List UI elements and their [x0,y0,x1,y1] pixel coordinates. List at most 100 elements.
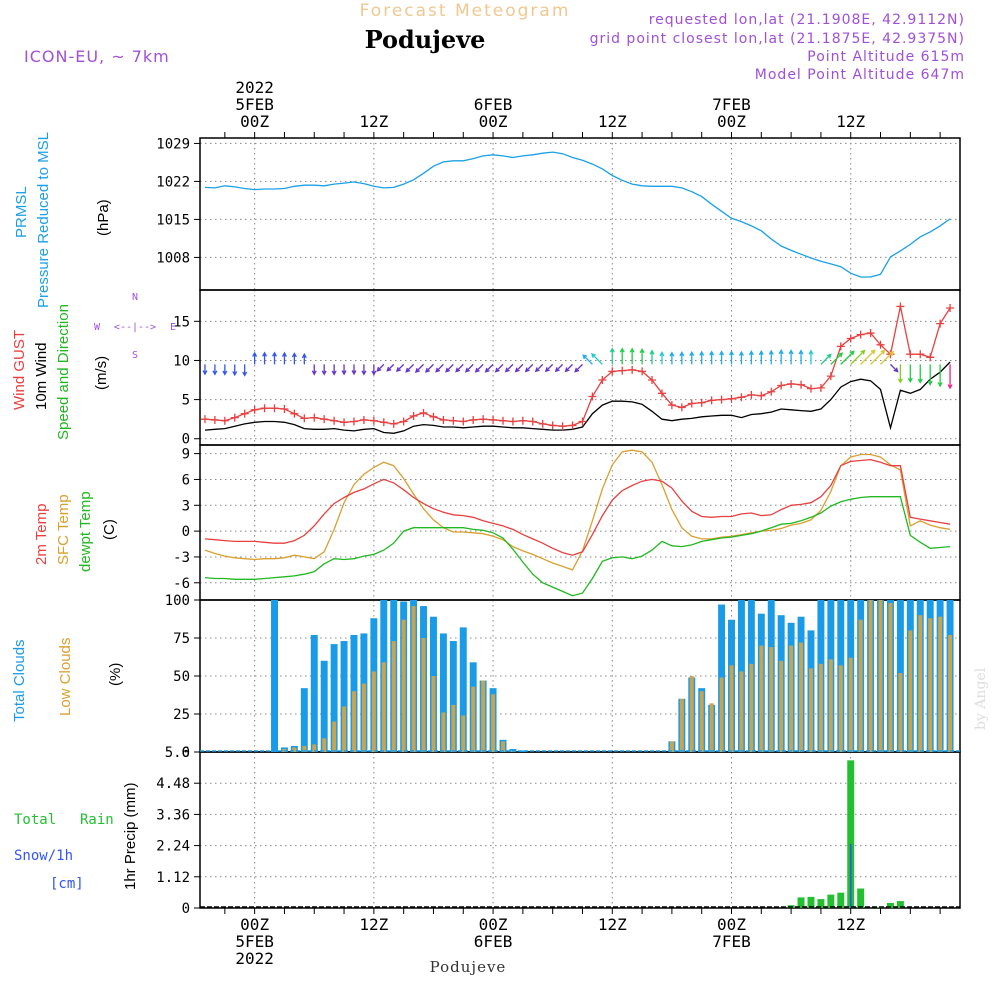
low-cloud-bar [828,659,833,752]
bottom-time-label: 7FEB [712,932,751,951]
pressure-labels: PRMSL Pressure Reduced to MSL (hPa) [13,132,112,308]
gust-marker [578,417,587,426]
low-cloud-bar [878,600,883,752]
gust-marker [409,412,418,421]
gust-marker [538,419,547,428]
wind-arrow [768,349,774,365]
top-time-label: 2022 [235,78,274,97]
gust-marker [876,340,885,349]
closest-coords: grid point closest lon,lat (21.1875E, 42… [590,31,965,47]
wind-arrow [880,350,895,365]
wind-arrow [386,363,395,372]
gust-marker [389,419,398,428]
gust-marker [419,408,428,417]
low-cloud-bar [709,703,714,752]
gust-marker [439,415,448,424]
compass-e: E [170,322,176,333]
wind-arrow [649,349,655,365]
gust-marker [797,380,806,389]
gust-marker [240,409,249,418]
y-tick-label: 3 [182,498,190,514]
low-cloud-bar [312,744,317,752]
y-tick-label: 9 [182,447,190,463]
temp-labels: 2m Temp SFC Temp dewpt Temp (C) [33,491,118,572]
gust-marker [657,389,666,398]
gust-marker [310,413,319,422]
wind-arrow [897,364,903,384]
bottom-time-label: 6FEB [474,932,513,951]
speed-dir-label: Speed and Direction [55,304,72,440]
top-time-label: 12Z [359,112,388,131]
gust-marker [499,416,508,425]
panel-frame [199,444,961,601]
low-cloud-bar [411,606,416,752]
cloud-labels: Total Clouds Low Clouds (%) [11,638,124,722]
total-clouds-label: Total Clouds [11,639,28,722]
wind-arrow [808,349,814,365]
y-tick-label: 2.24 [156,839,190,855]
wind-arrow [669,351,675,365]
low-clouds-label: Low Clouds [57,638,74,716]
top-time-label: 12Z [598,112,627,131]
temp-2m-line [204,458,951,556]
gust-marker [459,417,468,426]
wind-arrow [590,352,603,365]
gust-marker [508,417,517,426]
wind-arrow [455,363,464,373]
top-time-label: 7FEB [712,95,751,114]
gust-marker [697,398,706,407]
wind-arrow [699,350,705,365]
low-cloud-bar [779,660,784,752]
wind-arrow [889,363,899,373]
rain-bar [896,901,904,908]
y-tick-label: -3 [173,550,190,566]
wind-arrow [850,349,866,365]
low-cloud-bar [501,741,505,752]
y-tick-label: 0 [182,901,190,917]
wind-arrow [927,364,933,386]
footer-label: Podujeve [430,958,507,976]
wind-arrow [659,351,665,365]
compass-w: W [94,322,101,333]
top-time-label: 6FEB [474,95,513,114]
wind-arrow [937,364,943,388]
low-cloud-bar [292,747,297,752]
gust-label: Wind GUST [11,330,28,410]
gust-marker [359,415,368,424]
gust-marker [757,391,766,400]
wind-arrow [351,364,357,376]
low-cloud-bar [908,630,913,752]
low-cloud-bar [808,668,813,752]
y-tick-label: 0 [182,432,190,448]
wind-arrow [242,364,248,377]
wind-arrow [870,349,886,365]
wind-arrow [474,363,484,373]
compass-n: N [132,292,138,303]
gust-marker [618,366,627,375]
gust-marker [747,390,756,399]
gust-marker [787,379,796,388]
total-cloud-bar [330,644,338,752]
pressure-unit: (hPa) [95,199,112,236]
low-cloud-bar [471,686,476,752]
gust-marker [896,302,905,311]
total-label: Total [14,812,56,828]
gust-marker [469,415,478,424]
low-cloud-bar [679,698,684,752]
low-cloud-bar [461,715,466,752]
top-time-label: 12Z [836,112,865,131]
location-title: Podujeve [365,25,486,54]
low-cloud-bar [352,691,356,752]
gust-marker [737,393,746,402]
y-tick-label: -6 [173,576,190,592]
gust-marker [479,415,488,424]
low-cloud-bar [789,645,794,752]
gust-marker [548,421,557,430]
top-time-label: 00Z [479,112,508,131]
model-altitude: Model Point Altitude 647m [755,67,965,83]
gust-marker [677,403,686,412]
low-cloud-bar [888,603,893,752]
top-time-label: 5FEB [235,95,274,114]
temp-unit: (C) [101,519,118,540]
wind-arrow [504,363,514,373]
